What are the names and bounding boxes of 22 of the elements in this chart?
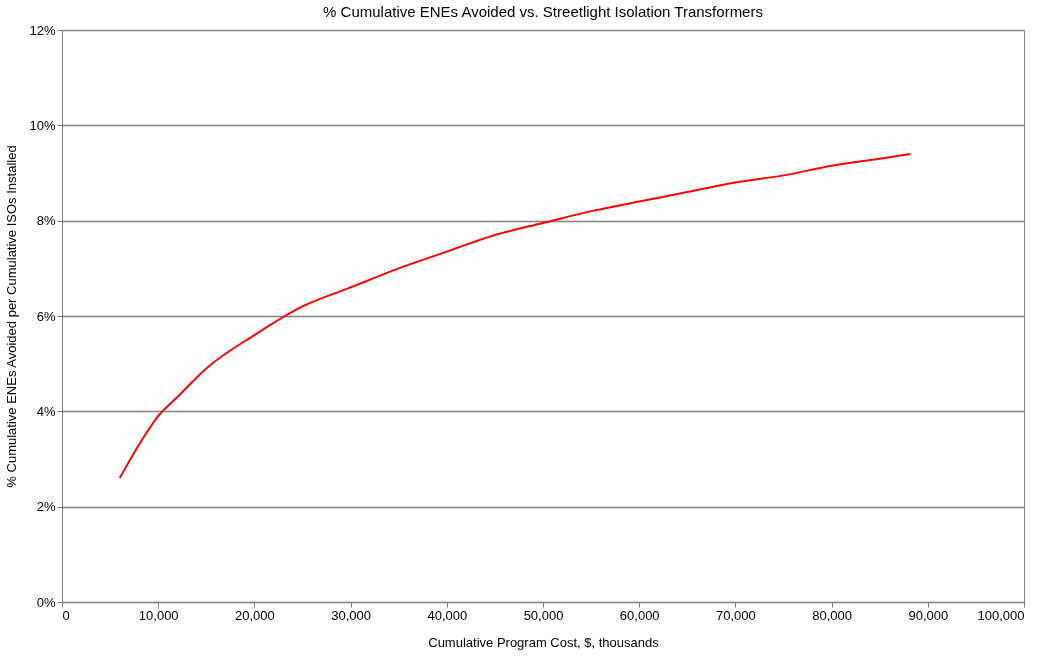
y-tick-label: 6% (36, 308, 56, 324)
x-tick-label: 0 (62, 607, 70, 623)
y-tick-label: 10% (29, 117, 56, 133)
y-tick-label: 4% (36, 403, 56, 419)
x-tick-label: 90,000 (908, 607, 949, 623)
x-tick-label: 10,000 (138, 607, 179, 623)
x-tick-label: 60,000 (619, 607, 660, 623)
y-tick-label: 2% (36, 499, 56, 515)
y-axis-title: % Cumulative ENEs Avoided per Cumulative ISOs Installed (4, 145, 20, 488)
x-tick-label: 40,000 (427, 607, 468, 623)
x-tick-label: 80,000 (812, 607, 852, 623)
x-tick-label: 50,000 (523, 607, 564, 623)
y-tick-label: 12% (29, 22, 56, 38)
chart-title: % Cumulative ENEs Avoided vs. Streetlight Isolation Transformers (323, 3, 763, 20)
x-axis-title: Cumulative Program Cost, $, thousands (428, 634, 660, 650)
x-tick-label: 70,000 (716, 607, 756, 623)
x-tick-label: 20,000 (235, 607, 275, 623)
line-series (118, 152, 912, 480)
y-tick-label: 0% (36, 594, 56, 610)
x-tick-label: 30,000 (331, 607, 371, 623)
x-tick-label: 100,000 (977, 607, 1025, 623)
y-tick-label: 8% (36, 213, 56, 229)
